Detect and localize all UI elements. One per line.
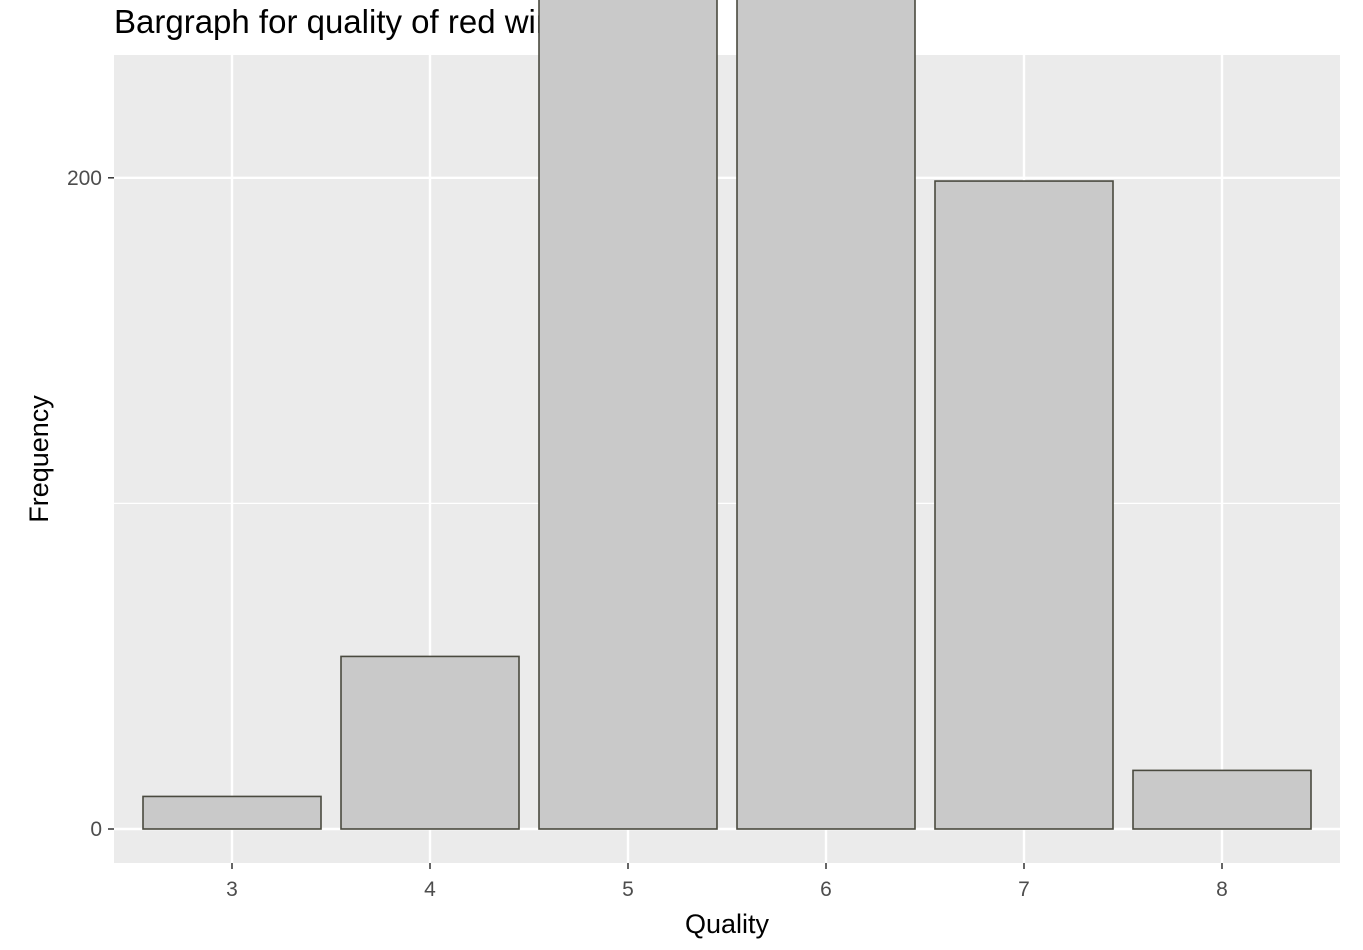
plot-panel xyxy=(114,55,1340,863)
y-tick-label: 200 xyxy=(67,167,102,190)
bar-quality-6 xyxy=(736,0,916,830)
x-tick-label: 7 xyxy=(1018,878,1030,901)
bar-quality-4 xyxy=(340,655,520,830)
y-axis-title: Frequency xyxy=(24,395,54,523)
y-axis: 0200400600 xyxy=(67,167,114,841)
bars xyxy=(142,0,1312,830)
bar-quality-7 xyxy=(934,180,1114,830)
x-tick-label: 3 xyxy=(226,878,238,901)
x-tick-label: 5 xyxy=(622,878,634,901)
bar-quality-3 xyxy=(142,795,322,830)
x-tick-label: 8 xyxy=(1216,878,1228,901)
x-axis-title: Quality xyxy=(685,909,770,939)
x-tick-label: 6 xyxy=(820,878,832,901)
x-tick-label: 4 xyxy=(424,878,436,901)
y-tick-label: 0 xyxy=(90,818,102,841)
bar-quality-8 xyxy=(1132,769,1312,830)
x-axis: 3 4 5 6 7 8 xyxy=(226,863,1228,901)
chart-title: Bargraph for quality of red wines xyxy=(114,3,589,40)
bar-quality-5 xyxy=(538,0,718,830)
